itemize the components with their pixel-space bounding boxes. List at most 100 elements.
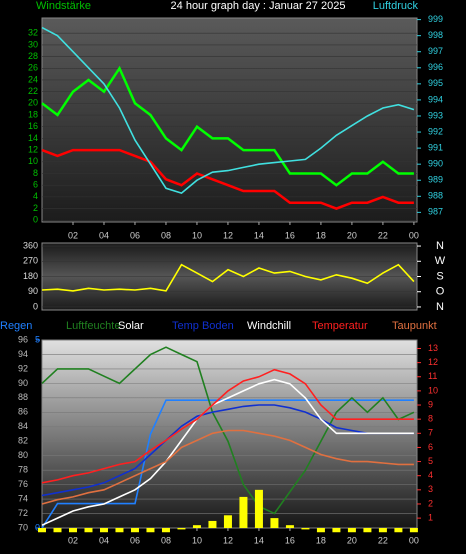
x-tick-label: 20 [347,230,357,240]
y2-tick-label: 995 [428,78,443,88]
y-tick-label: 14 [28,133,38,143]
y2-tick-label: S [436,270,443,282]
y2-tick-label: 998 [428,30,443,40]
legend-entry: Temperatur [312,320,368,332]
series-line [41,263,415,292]
solar-bar [130,528,139,533]
legend-entry: Regen [0,320,32,332]
x-tick-label: 10 [192,535,202,545]
y-tick-label: 8 [33,168,38,178]
legend-entry: Taupunkt [392,320,437,332]
y-tick-label: 360 [23,240,38,250]
y-tick-label: 12 [28,144,38,154]
y-tick-label: 2 [33,203,38,213]
y2-tick-label: 1 [428,512,433,522]
x-tick-label: 16 [285,230,295,240]
y2-tick-label: 9 [428,399,433,409]
y-tick-label: 72 [18,508,28,518]
solar-bar [394,528,403,533]
solar-bar [239,496,248,528]
legend-entry: Luftfeuchte [66,320,120,332]
y2-tick-label: 4 [428,470,433,480]
legend-entry: Windchill [247,320,291,332]
series-line [41,368,414,484]
solar-bar [161,528,170,533]
y2-tick-label: 988 [428,191,443,201]
panel-wind [41,17,418,223]
series-line [41,404,414,497]
series-line [41,429,414,505]
solar-bar [38,528,46,533]
y2-tick-label: 6 [428,442,433,452]
x-tick-label: 02 [68,230,78,240]
y2-tick-label: 10 [428,385,438,395]
y-tick-label: 16 [28,121,38,131]
y-tick-label: 4 [33,191,38,201]
y-tick-label: 270 [23,256,38,266]
x-tick-label: 22 [378,535,388,545]
y2-tick-label: 989 [428,175,443,185]
y2-tick-label: 8 [428,414,433,424]
y2-tick-label: 5 [428,456,433,466]
y2-tick-label: 12 [428,357,438,367]
solar-bar [316,528,325,533]
y-tick-label: 82 [18,436,28,446]
chart-title: 24 hour graph day : Januar 27 2025 [171,0,346,12]
y2-tick-label: W [435,255,446,267]
solar-bar [115,528,124,533]
y3-tick-label: 0 [35,522,40,532]
solar-bar [285,525,294,528]
y-tick-label: 26 [28,63,38,73]
series-line [41,26,415,194]
x-tick-label: 06 [130,230,140,240]
y2-tick-label: 11 [428,371,437,381]
y2-tick-label: 992 [428,126,443,136]
y-tick-label: 78 [18,465,28,475]
solar-bar [332,528,341,533]
x-tick-label: 12 [223,230,233,240]
y-tick-label: 80 [18,450,28,460]
y-tick-label: 0 [33,301,38,311]
y3-tick-label: 5 [35,334,40,344]
y2-tick-label: 994 [428,94,443,104]
x-tick-label: 08 [161,535,171,545]
y2-tick-label: N [436,240,444,252]
solar-bar [146,528,155,533]
y-tick-label: 30 [28,39,38,49]
x-tick-label: 20 [347,535,357,545]
solar-bar [301,528,310,530]
legend-entry: Temp Boden [172,320,234,332]
series-line [41,148,414,210]
solar-bar [68,528,77,533]
x-tick-label: 02 [68,535,78,545]
solar-bar [192,525,201,528]
y-tick-label: 6 [33,180,38,190]
solar-bar [363,528,372,533]
y2-tick-label: 987 [428,207,443,217]
x-tick-label: 00 [409,535,419,545]
x-tick-label: 22 [378,230,388,240]
solar-bar [254,489,263,528]
y-tick-label: 10 [28,156,38,166]
series-line [41,378,414,526]
x-tick-label: 14 [254,535,264,545]
y-tick-label: 88 [18,392,28,402]
solar-bar [53,528,62,533]
legend-entry: Solar [118,320,144,332]
y-tick-label: 74 [18,493,28,503]
y-tick-label: 96 [18,334,28,344]
y2-tick-label: 7 [428,428,433,438]
solar-bar [223,515,232,528]
x-tick-label: 04 [99,535,109,545]
y2-tick-label: 13 [428,343,438,353]
y2-tick-label: 991 [428,142,443,152]
solar-bar [270,518,279,528]
y-tick-label: 18 [28,109,38,119]
y-label: Windstärke [36,0,91,12]
y-tick-label: 94 [18,349,28,359]
x-tick-label: 14 [254,230,264,240]
y-tick-label: 90 [28,286,38,296]
series-line [41,65,414,187]
x-tick-label: 18 [316,535,326,545]
y2-tick-label: 993 [428,110,443,120]
